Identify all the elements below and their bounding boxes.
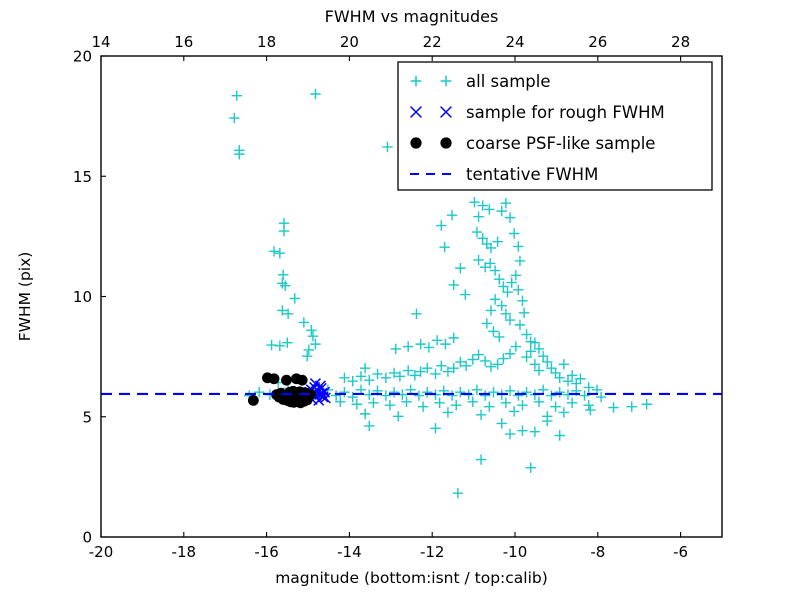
xtick-bottom-1: -18 — [172, 543, 197, 561]
axis-ticks-layer — [100, 55, 682, 538]
ytick-4: 20 — [73, 48, 92, 66]
chart-title: FWHM vs magnitudes — [325, 7, 499, 26]
xtick-top-0: 14 — [91, 33, 110, 51]
legend-label: coarse PSF-like sample — [466, 134, 655, 153]
axis-labels-layer: -20 -18 -16 -14 -12 -10 -8 -6 14 16 18 20 22 24 26 28 0 5… — [16, 7, 690, 587]
xtick-bottom-0: -20 — [89, 543, 114, 561]
xtick-bottom-4: -12 — [420, 543, 445, 561]
x-axis-label: magnitude (bottom:isnt / top:calib) — [275, 569, 548, 587]
y-axis-label: FWHM (pix) — [16, 252, 34, 342]
legend-item-tentative-fwhm[interactable]: tentative FWHM — [410, 165, 598, 184]
xtick-top-6: 26 — [588, 33, 607, 51]
xtick-bottom-6: -8 — [590, 543, 605, 561]
xtick-top-4: 22 — [423, 33, 442, 51]
legend-item-all-sample[interactable]: all sample — [410, 72, 551, 91]
legend-label: tentative FWHM — [466, 165, 598, 184]
ytick-0: 0 — [82, 529, 92, 547]
legend-box — [397, 61, 713, 191]
xtick-top-7: 28 — [671, 33, 690, 51]
legend[interactable]: all sample sample for rough FWHM coarse PS… — [397, 61, 713, 191]
xtick-bottom-2: -16 — [254, 543, 279, 561]
ytick-3: 15 — [73, 168, 92, 186]
xtick-top-1: 16 — [174, 33, 193, 51]
legend-label: all sample — [466, 72, 551, 91]
xtick-bottom-3: -14 — [337, 543, 362, 561]
series-coarse-psf-like-sample — [247, 372, 316, 409]
xtick-top-5: 24 — [505, 33, 524, 51]
legend-item-sample-for-rough-fwhm[interactable]: sample for rough FWHM — [410, 103, 665, 122]
legend-label: sample for rough FWHM — [466, 103, 665, 122]
ytick-1: 5 — [82, 408, 92, 426]
xtick-top-2: 18 — [257, 33, 276, 51]
xtick-bottom-7: -6 — [673, 543, 688, 561]
legend-item-coarse-psf-like-sample[interactable]: coarse PSF-like sample — [410, 134, 655, 153]
xtick-bottom-5: -10 — [503, 543, 528, 561]
xtick-top-3: 20 — [340, 33, 359, 51]
ytick-2: 10 — [73, 288, 92, 306]
